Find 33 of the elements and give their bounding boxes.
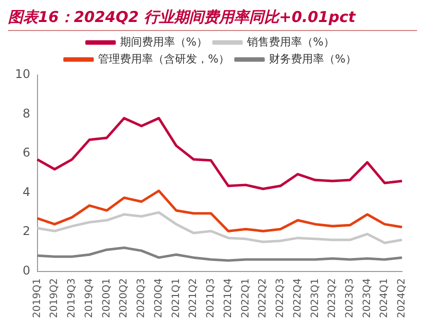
- x-tick-label: 2019Q1: [32, 278, 43, 318]
- legend-label: 销售费用率（%）: [246, 35, 334, 48]
- x-tick-label: 2020Q1: [101, 278, 112, 318]
- x-tick-label: 2020Q3: [136, 278, 148, 318]
- x-tick-label: 2021Q4: [222, 278, 234, 318]
- x-tick-label: 2019Q3: [66, 278, 78, 318]
- x-tick-label: 2023Q4: [362, 278, 373, 318]
- x-tick-label: 2020Q4: [153, 278, 164, 318]
- legend-label: 财务费用率（%）: [269, 52, 356, 66]
- x-tick-label: 2021Q1: [170, 278, 182, 318]
- x-tick-label: 2023Q3: [344, 278, 356, 318]
- y-tick-label: 6: [22, 146, 30, 160]
- legend-label: 管理费用率（含研发，%）: [98, 52, 230, 66]
- y-tick-label: 2: [22, 224, 30, 238]
- y-tick-label: 8: [22, 106, 30, 120]
- x-tick-label: 2023Q2: [327, 278, 338, 318]
- x-tick-label: 2022Q4: [292, 278, 304, 318]
- x-tick-label: 2022Q1: [240, 278, 252, 318]
- x-tick-label: 2021Q3: [206, 278, 217, 318]
- x-tick-label: 2022Q3: [275, 278, 286, 318]
- y-tick-label: 0: [22, 263, 30, 278]
- x-tick-label: 2020Q2: [118, 278, 130, 318]
- x-tick-label: 2022Q2: [258, 278, 269, 318]
- y-tick-label: 4: [22, 184, 30, 199]
- x-tick-label: 2023Q1: [310, 278, 321, 318]
- x-tick-label: 2019Q2: [49, 278, 60, 318]
- y-tick-label: 10: [14, 67, 30, 82]
- legend-label: 期间费用率（%）: [120, 35, 208, 48]
- x-tick-label: 2024Q2: [396, 278, 408, 318]
- chart-title: 图表16：2024Q2 行业期间费用率同比+0.01pct: [8, 8, 417, 31]
- x-tick-label: 2024Q1: [379, 278, 390, 318]
- x-tick-label: 2021Q2: [188, 278, 200, 318]
- x-tick-label: 2019Q4: [84, 278, 95, 318]
